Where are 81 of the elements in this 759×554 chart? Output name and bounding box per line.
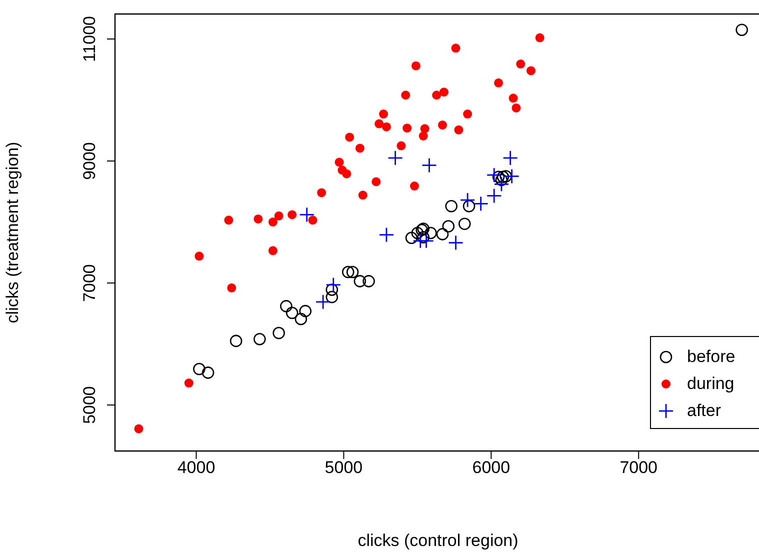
point <box>410 182 419 191</box>
point <box>439 88 448 97</box>
point <box>317 188 326 198</box>
x-tick-label: 5000 <box>324 458 363 478</box>
point <box>424 226 437 240</box>
point <box>516 60 526 69</box>
point <box>401 90 410 100</box>
point <box>454 125 464 134</box>
point <box>462 200 476 212</box>
point <box>535 33 544 42</box>
point <box>254 214 263 224</box>
point <box>354 275 366 288</box>
point <box>500 170 512 182</box>
y-tick-label: 9000 <box>80 142 99 180</box>
point <box>736 24 748 36</box>
point <box>230 334 242 348</box>
point <box>379 110 388 119</box>
point <box>345 132 354 142</box>
point <box>463 110 472 119</box>
x-tick-label: 6000 <box>472 458 510 478</box>
point <box>411 226 424 240</box>
point <box>288 210 297 220</box>
y-tick-label: 5000 <box>80 386 99 424</box>
point <box>299 304 312 318</box>
point <box>280 300 292 312</box>
point <box>411 61 420 70</box>
x-tick-label: 7000 <box>620 458 658 478</box>
point <box>202 366 214 379</box>
point <box>342 169 352 178</box>
point <box>526 66 536 76</box>
point <box>342 266 354 278</box>
point <box>272 326 285 340</box>
point <box>372 177 381 186</box>
point <box>326 290 338 304</box>
point <box>334 158 344 167</box>
point <box>355 144 364 153</box>
point <box>358 190 368 200</box>
point <box>492 170 505 184</box>
point <box>445 200 458 212</box>
point <box>382 122 391 132</box>
point <box>494 78 504 88</box>
point <box>346 266 359 278</box>
point <box>286 306 298 320</box>
legend-label: during <box>687 374 734 394</box>
point <box>396 141 406 150</box>
point <box>405 232 418 244</box>
point <box>294 312 308 326</box>
y-tick-label: 7000 <box>80 264 99 302</box>
x-axis-title: clicks (control region) <box>358 531 518 550</box>
point <box>420 124 430 134</box>
point <box>436 228 449 240</box>
point <box>451 44 460 53</box>
point <box>268 218 278 227</box>
legend-label: before <box>687 346 736 366</box>
point <box>458 218 471 230</box>
point <box>224 216 234 225</box>
y-tick-label: 11000 <box>80 16 99 62</box>
point <box>512 103 521 112</box>
point <box>254 332 266 346</box>
point <box>432 90 442 100</box>
point <box>438 120 447 130</box>
y-axis-title: clicks (treatment region) <box>3 142 22 324</box>
point <box>496 170 510 184</box>
point <box>184 378 194 388</box>
point <box>134 424 144 434</box>
point <box>362 275 375 288</box>
point <box>508 94 518 103</box>
point <box>274 211 284 220</box>
point <box>326 284 338 296</box>
point <box>193 362 206 376</box>
point <box>402 124 412 133</box>
point <box>417 231 430 244</box>
legend-label: after <box>687 400 722 420</box>
point <box>442 220 455 232</box>
point <box>268 246 278 256</box>
point <box>308 216 318 225</box>
x-tick-label: 4000 <box>177 458 216 478</box>
point <box>194 252 204 261</box>
point <box>418 132 428 140</box>
point <box>227 283 236 292</box>
point <box>374 119 384 128</box>
